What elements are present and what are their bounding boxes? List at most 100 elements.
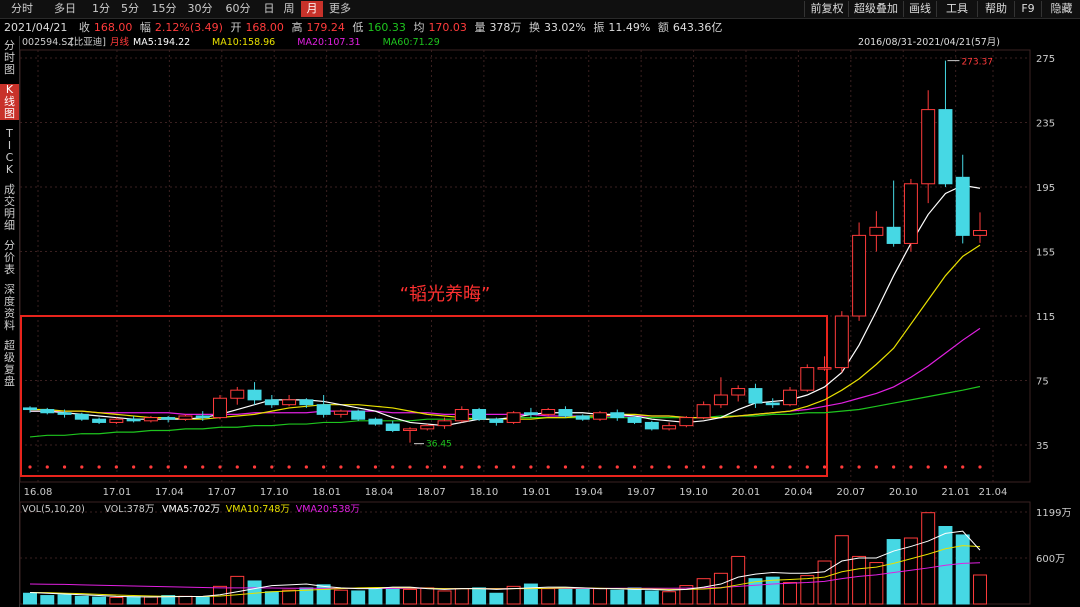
- candle-body-2: [57, 412, 72, 415]
- vol-ytick-0: 1199万: [1036, 508, 1071, 519]
- vol-legend-2: VMA5:702万: [162, 504, 220, 515]
- volume-bar-25: [454, 588, 469, 605]
- tab-4[interactable]: 15分: [151, 2, 177, 15]
- volume-bar-20: [368, 588, 383, 605]
- close-value: 168.00: [93, 21, 133, 34]
- change-label: 幅: [139, 21, 151, 34]
- candle-body-49: [869, 226, 884, 236]
- candle-body-20: [368, 418, 383, 425]
- tab-10[interactable]: 更多: [329, 2, 351, 15]
- candle-body-43: [765, 402, 780, 406]
- candle-body-25: [454, 409, 469, 422]
- tab-6[interactable]: 60分: [225, 2, 251, 15]
- xtick-1: 17.01: [103, 487, 132, 498]
- side-tab-4[interactable]: 分价表: [4, 239, 15, 276]
- toolbar-right-0[interactable]: 前复权: [804, 1, 849, 17]
- tab-7[interactable]: 日: [263, 2, 275, 15]
- candle-body-24: [437, 420, 452, 427]
- toolbar-right-2[interactable]: 画线: [903, 1, 936, 17]
- low-marker-text: 36.45: [426, 440, 452, 450]
- candle-body-12: [230, 389, 245, 399]
- volume-bar-29: [523, 583, 538, 605]
- candle-body-32: [575, 415, 590, 420]
- toolbar-right-3[interactable]: 工具: [936, 1, 977, 17]
- change-value: 2.12%(3.49): [154, 21, 223, 34]
- candle-body-40: [713, 394, 728, 406]
- side-tab-0[interactable]: 分时图: [4, 39, 15, 76]
- ma-legend-1: MA10:158.96: [212, 37, 275, 48]
- candle-body-28: [506, 412, 521, 423]
- event-mark-36: [650, 465, 654, 469]
- candle-body-46: [817, 367, 832, 370]
- candle-body-34: [610, 412, 625, 419]
- volume-bar-2: [57, 594, 72, 605]
- price-panel-border: [19, 49, 1031, 483]
- event-mark-47: [840, 465, 844, 469]
- candle-body-3: [74, 413, 89, 420]
- ytick-6: 35: [1036, 441, 1049, 452]
- event-mark-1: [45, 465, 49, 469]
- amount-label: 额: [657, 21, 669, 34]
- tab-9[interactable]: 月: [301, 1, 323, 17]
- vol-label: 量: [474, 21, 486, 34]
- ma60-line: [29, 385, 981, 438]
- event-mark-43: [771, 465, 775, 469]
- event-mark-13: [252, 465, 257, 469]
- volume-bar-18: [333, 589, 348, 605]
- tab-3[interactable]: 5分: [121, 2, 139, 15]
- candle-body-45: [800, 367, 815, 391]
- side-tab-5[interactable]: 深度资料: [4, 283, 15, 332]
- event-mark-39: [702, 465, 706, 469]
- turnover-value: 33.02%: [543, 21, 586, 34]
- event-mark-19: [356, 465, 360, 469]
- open-value: 168.00: [245, 21, 284, 34]
- event-mark-46: [822, 465, 827, 469]
- vma5-line: [29, 530, 981, 598]
- candle-body-30: [541, 409, 556, 415]
- tab-2[interactable]: 1分: [92, 2, 110, 15]
- amplitude-label: 振: [593, 21, 605, 34]
- event-mark-3: [80, 465, 84, 469]
- candle-body-22: [403, 428, 417, 431]
- candle-body-14: [264, 399, 279, 406]
- event-mark-23: [425, 465, 429, 469]
- candle-body-8: [161, 417, 176, 420]
- ytick-2: 195: [1036, 183, 1055, 194]
- quote-bar: 2021/04/21 收 168.00 幅 2.12%(3.49) 开 168.00 …: [0, 19, 1080, 36]
- event-mark-38: [684, 465, 688, 469]
- toolbar-right-6[interactable]: 隐藏: [1041, 1, 1080, 17]
- annotation-text: “韬光养晦”: [400, 284, 491, 305]
- candle-body-44: [783, 389, 797, 406]
- toolbar-right-5[interactable]: F9: [1014, 1, 1041, 17]
- tab-5[interactable]: 30分: [187, 2, 213, 15]
- event-mark-26: [477, 465, 481, 469]
- tab-1[interactable]: 多日: [54, 2, 76, 15]
- event-mark-17: [322, 465, 326, 469]
- volume-bar-35: [627, 587, 642, 605]
- tab-0[interactable]: 分时: [11, 2, 33, 15]
- event-mark-4: [97, 465, 101, 469]
- ytick-0: 275: [1036, 54, 1055, 65]
- volume-bar-7: [143, 596, 158, 605]
- xtick-2: 17.04: [155, 487, 184, 498]
- amount-value: 643.36亿: [672, 21, 723, 34]
- toolbar-right-4[interactable]: 帮助: [977, 1, 1014, 17]
- low-label: 低: [352, 21, 364, 34]
- side-tab-3[interactable]: 成交明细: [4, 183, 15, 232]
- vol-legend-0: VOL(5,10,20): [22, 504, 85, 515]
- volume-bar-24: [437, 590, 452, 605]
- xtick-15: 20.07: [836, 487, 865, 498]
- candle-body-38: [679, 417, 694, 427]
- xtick-10: 19.04: [574, 487, 603, 498]
- xtick-7: 18.07: [417, 487, 446, 498]
- volume-bar-15: [282, 589, 297, 605]
- tab-8[interactable]: 周: [283, 2, 295, 15]
- event-mark-45: [805, 465, 809, 469]
- candle-body-41: [731, 388, 746, 396]
- side-tab-6[interactable]: 超级复盘: [4, 339, 15, 388]
- volume-bar-31: [558, 587, 573, 605]
- toolbar-right-1[interactable]: 超级叠加: [848, 1, 903, 17]
- event-mark-54: [961, 465, 965, 469]
